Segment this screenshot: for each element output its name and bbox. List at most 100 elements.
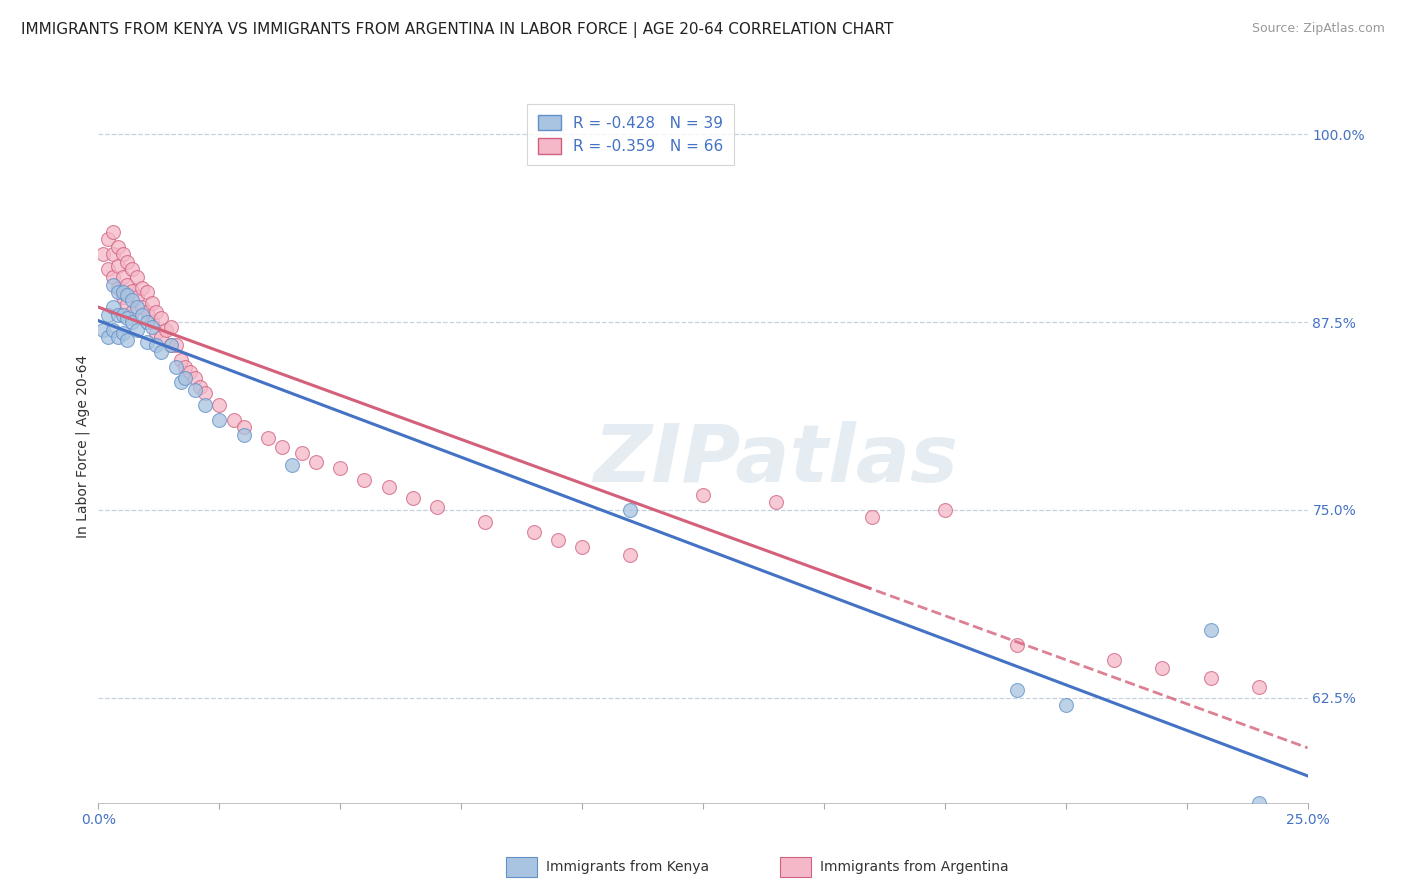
Point xyxy=(305,455,328,469)
Point xyxy=(402,491,425,505)
Point xyxy=(353,473,375,487)
Point xyxy=(329,460,352,475)
Point xyxy=(101,300,124,314)
Point xyxy=(765,495,787,509)
Point xyxy=(290,446,312,460)
Point xyxy=(150,310,173,325)
Point xyxy=(208,413,231,427)
Point xyxy=(121,304,143,318)
Point xyxy=(1102,653,1125,667)
Point xyxy=(117,277,139,292)
Point xyxy=(150,330,173,344)
Point xyxy=(107,280,129,294)
Point xyxy=(107,285,129,299)
Point xyxy=(127,322,149,336)
Point xyxy=(145,337,167,351)
Point xyxy=(141,295,163,310)
Point xyxy=(145,326,167,340)
Y-axis label: In Labor Force | Age 20-64: In Labor Force | Age 20-64 xyxy=(76,354,90,538)
Point xyxy=(1249,796,1271,810)
Text: Immigrants from Kenya: Immigrants from Kenya xyxy=(546,860,709,874)
Text: Immigrants from Argentina: Immigrants from Argentina xyxy=(820,860,1008,874)
Point xyxy=(271,440,294,454)
Point xyxy=(135,285,157,299)
Point xyxy=(107,260,129,274)
Point xyxy=(107,330,129,344)
Point xyxy=(571,541,593,555)
Point xyxy=(141,319,163,334)
Point xyxy=(174,370,197,384)
Point xyxy=(1007,683,1029,698)
Point xyxy=(117,297,139,311)
Point xyxy=(121,315,143,329)
Point xyxy=(169,375,191,389)
Point xyxy=(111,270,134,285)
Point xyxy=(155,322,177,336)
Point xyxy=(91,247,114,261)
Point xyxy=(160,337,183,351)
Point xyxy=(1199,671,1222,685)
Point xyxy=(523,525,546,540)
Point xyxy=(194,385,217,400)
Point xyxy=(121,284,143,298)
Point xyxy=(1152,660,1174,674)
Point xyxy=(150,345,173,359)
Point xyxy=(426,500,449,514)
Point xyxy=(127,300,149,314)
Point xyxy=(131,308,153,322)
Point xyxy=(1007,638,1029,652)
Point xyxy=(121,293,143,307)
Point xyxy=(165,360,187,375)
Point xyxy=(135,334,157,349)
Point xyxy=(131,280,153,294)
Point xyxy=(232,420,254,434)
Point xyxy=(97,308,120,322)
Point xyxy=(101,247,124,261)
Point xyxy=(692,488,714,502)
Point xyxy=(547,533,569,547)
Point xyxy=(97,330,120,344)
Point xyxy=(107,240,129,254)
Point xyxy=(184,370,207,384)
Point xyxy=(169,352,191,367)
Point xyxy=(934,503,956,517)
Point xyxy=(281,458,304,472)
Point xyxy=(101,322,124,336)
Point xyxy=(619,503,641,517)
Point xyxy=(111,326,134,340)
Point xyxy=(101,270,124,285)
Point xyxy=(174,360,197,375)
Legend: R = -0.428   N = 39, R = -0.359   N = 66: R = -0.428 N = 39, R = -0.359 N = 66 xyxy=(527,104,734,165)
Point xyxy=(135,315,157,329)
Point xyxy=(474,515,496,529)
Point xyxy=(101,225,124,239)
Text: IMMIGRANTS FROM KENYA VS IMMIGRANTS FROM ARGENTINA IN LABOR FORCE | AGE 20-64 CO: IMMIGRANTS FROM KENYA VS IMMIGRANTS FROM… xyxy=(21,22,893,38)
Point xyxy=(232,427,254,442)
Point xyxy=(222,413,245,427)
Point xyxy=(1249,680,1271,694)
Text: ZIPatlas: ZIPatlas xyxy=(593,421,957,500)
Point xyxy=(619,548,641,562)
Point xyxy=(107,308,129,322)
Point xyxy=(179,365,201,379)
Point xyxy=(184,383,207,397)
Point xyxy=(97,232,120,246)
Text: Source: ZipAtlas.com: Source: ZipAtlas.com xyxy=(1251,22,1385,36)
Point xyxy=(127,289,149,303)
Point xyxy=(188,379,211,393)
Point xyxy=(1054,698,1077,713)
Point xyxy=(160,337,183,351)
Point xyxy=(256,431,278,445)
Point xyxy=(131,300,153,314)
Point xyxy=(111,247,134,261)
Point xyxy=(165,337,187,351)
Point xyxy=(111,289,134,303)
Point xyxy=(860,510,883,524)
Point xyxy=(117,310,139,325)
Point xyxy=(377,480,399,494)
Point xyxy=(117,255,139,269)
Point xyxy=(208,398,231,412)
Point xyxy=(111,285,134,299)
Point xyxy=(1199,623,1222,637)
Point xyxy=(194,398,217,412)
